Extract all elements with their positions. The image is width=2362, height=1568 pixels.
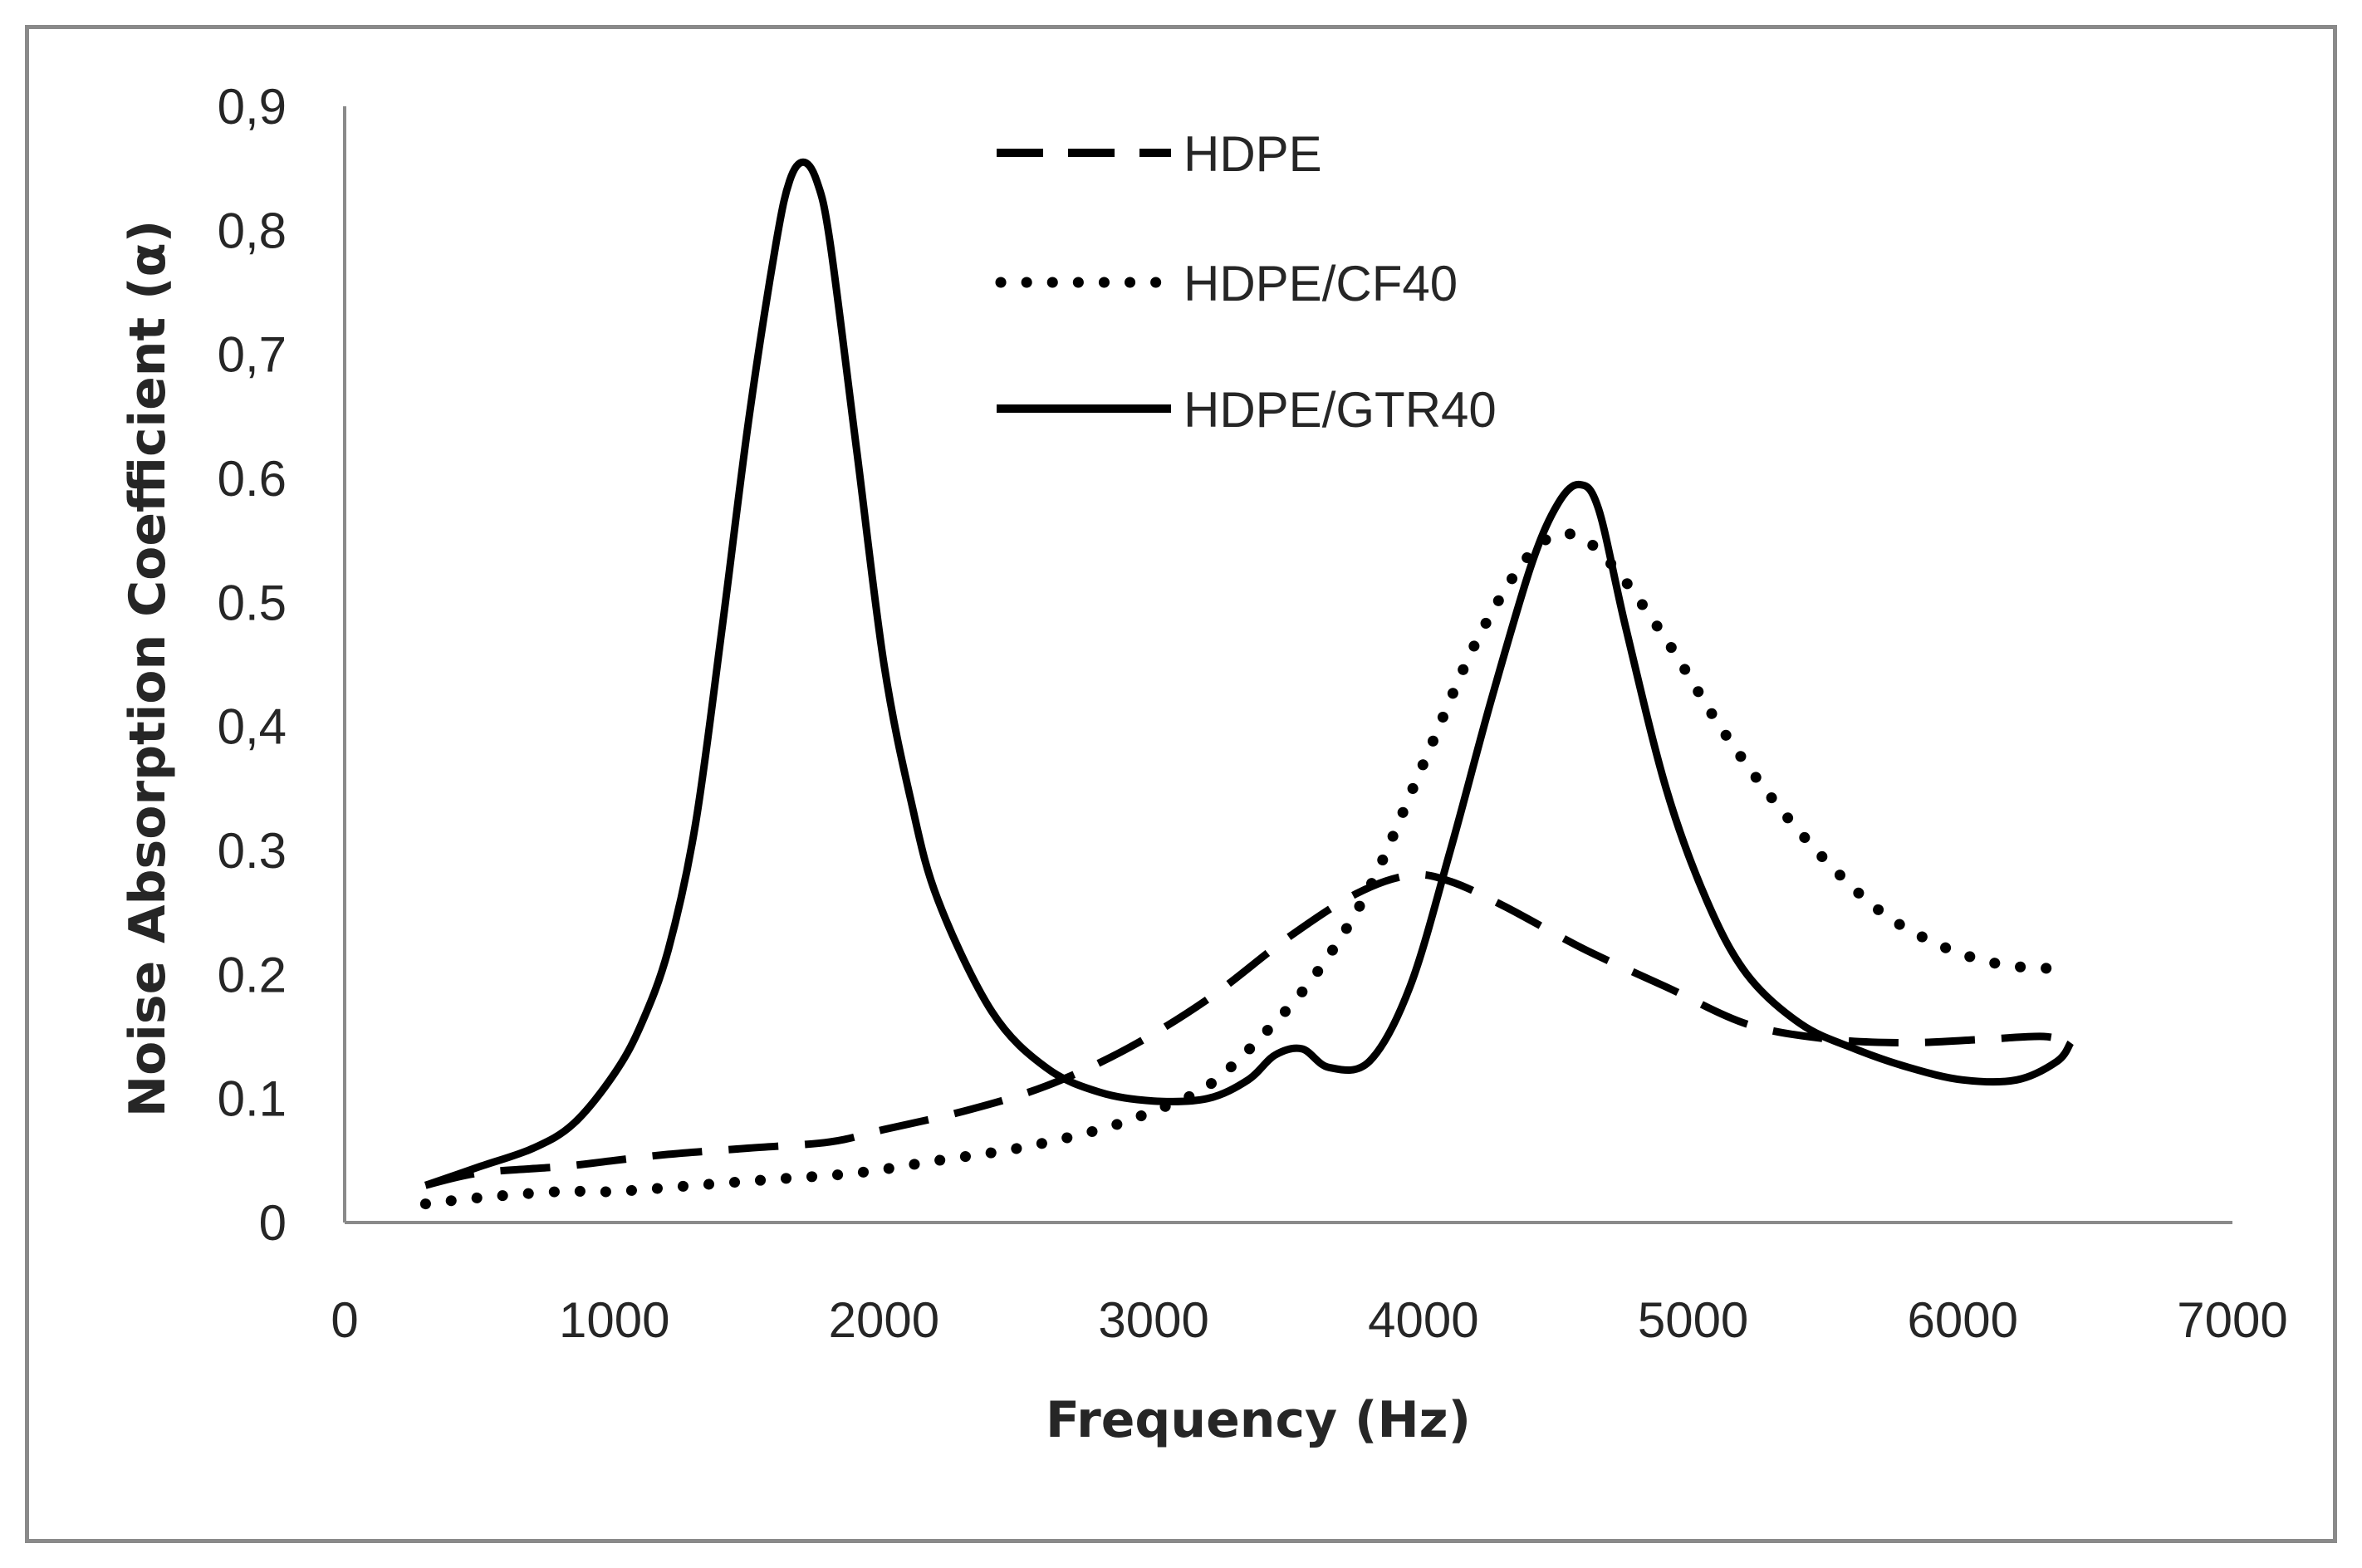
y-tick-label: 0,9 <box>218 79 287 135</box>
x-tick-label: 7000 <box>2177 1292 2287 1348</box>
legend-label-hdpe-gtr40: HDPE/GTR40 <box>1183 382 1497 438</box>
y-tick-label: 0.1 <box>218 1071 287 1127</box>
x-tick-label: 3000 <box>1098 1292 1208 1348</box>
y-axis-title: Noise Absorption Coefficient (α) <box>119 220 177 1117</box>
series-line-hdpe-cf40 <box>419 528 2076 1210</box>
x-tick-label: 4000 <box>1368 1292 1478 1348</box>
y-tick-label: 0,8 <box>218 203 287 258</box>
y-tick-label: 0.3 <box>218 823 287 879</box>
series-lines <box>419 158 2076 1210</box>
series-line-hdpe <box>424 870 2072 1189</box>
series-line-hdpe-gtr40 <box>424 158 2075 1189</box>
y-tick-label: 0 <box>259 1195 287 1251</box>
x-tick-labels: 0 1000 2000 3000 4000 5000 6000 7000 <box>331 1292 2287 1348</box>
x-tick-label: 5000 <box>1638 1292 1748 1348</box>
y-tick-label: 0.5 <box>218 575 287 630</box>
legend: HDPE HDPE/CF40 HDPE/GTR40 <box>995 126 1497 438</box>
x-tick-label: 1000 <box>559 1292 669 1348</box>
legend-label-hdpe: HDPE <box>1183 126 1322 182</box>
chart-frame <box>25 25 2337 1543</box>
x-tick-label: 2000 <box>829 1292 939 1348</box>
x-tick-label: 6000 <box>1908 1292 2018 1348</box>
y-tick-label: 0.2 <box>218 947 287 1002</box>
legend-label-hdpe-cf40: HDPE/CF40 <box>1183 256 1458 311</box>
x-tick-label: 0 <box>331 1292 358 1348</box>
x-axis-title: Frequency (Hz) <box>1046 1391 1471 1449</box>
y-tick-label: 0,4 <box>218 699 287 755</box>
y-tick-labels: 0 0.1 0.2 0.3 0,4 0.5 0.6 0,7 0,8 0,9 <box>218 79 287 1251</box>
y-tick-label: 0,7 <box>218 327 287 383</box>
y-tick-label: 0.6 <box>218 451 287 507</box>
